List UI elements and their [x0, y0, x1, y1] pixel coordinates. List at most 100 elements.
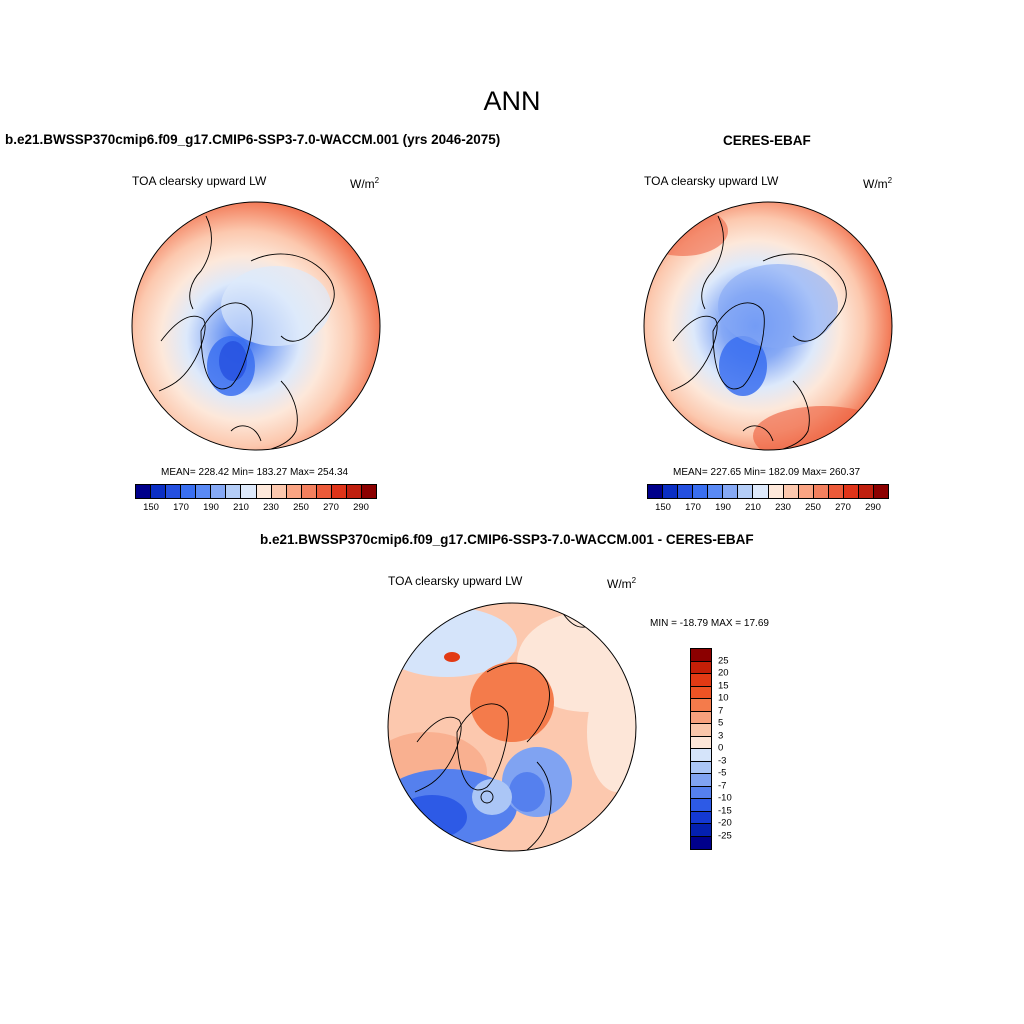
colorbar-tick-label: 10	[718, 692, 729, 704]
diff-variable-label: TOA clearsky upward LW	[388, 574, 523, 588]
colorbar-tick-label: -3	[718, 755, 727, 766]
colorbar-swatch	[693, 485, 709, 498]
colorbar-swatch	[691, 761, 711, 774]
colorbar-swatch	[783, 485, 799, 498]
colorbar-tick-label: 250	[293, 502, 309, 513]
colorbar-tick-label: 270	[835, 502, 851, 513]
colorbar-swatch	[181, 485, 197, 498]
colorbar-swatch	[663, 485, 679, 498]
colorbar-tick-label: 210	[233, 502, 249, 513]
colorbar-swatch	[691, 799, 711, 812]
colorbar-swatch	[691, 811, 711, 824]
colorbar-swatch	[286, 485, 302, 498]
colorbar-swatch	[828, 485, 844, 498]
model-stats: MEAN= 228.42 Min= 183.27 Max= 254.34	[161, 467, 349, 478]
diff-stats: MIN = -18.79 MAX = 17.69	[650, 618, 769, 629]
diff-colorbar-ticks: 25 20 15 10 7 5 3 0 -3 -5 -7 -10 -15 -20 -25	[718, 648, 748, 878]
diff-polar-map	[387, 602, 637, 852]
colorbar-tick-label: 3	[718, 730, 724, 741]
diff-panel-title: b.e21.BWSSP370cmip6.f09_g17.CMIP6-SSP3-7…	[260, 532, 754, 547]
colorbar-swatch	[843, 485, 859, 498]
colorbar-tick-label: 7	[718, 705, 724, 716]
colorbar-tick-label: 290	[353, 502, 369, 513]
colorbar-swatch	[753, 485, 769, 498]
colorbar-tick-label: 5	[718, 717, 724, 729]
colorbar-tick-label: 190	[203, 502, 219, 513]
colorbar-swatch	[241, 485, 257, 498]
obs-polar-map	[643, 201, 893, 451]
colorbar-swatch	[316, 485, 332, 498]
colorbar-swatch	[768, 485, 784, 498]
colorbar-swatch	[256, 485, 272, 498]
colorbar-swatch	[858, 485, 874, 498]
colorbar-swatch	[136, 485, 152, 498]
colorbar-swatch	[151, 485, 167, 498]
colorbar-tick-label: -5	[718, 767, 727, 779]
colorbar-swatch	[226, 485, 242, 498]
obs-colorbar	[647, 484, 889, 499]
model-colorbar-ticks: 150 170 190 210 230 250 270 290	[136, 502, 376, 514]
colorbar-swatch	[346, 485, 362, 498]
colorbar-tick-label: 250	[805, 502, 821, 513]
colorbar-swatch	[331, 485, 347, 498]
model-units-label: W/m2	[350, 176, 380, 191]
colorbar-swatch	[813, 485, 829, 498]
colorbar-tick-label: 270	[323, 502, 339, 513]
colorbar-swatch	[798, 485, 814, 498]
colorbar-swatch	[691, 736, 711, 749]
obs-stats: MEAN= 227.65 Min= 182.09 Max= 260.37	[673, 467, 861, 478]
colorbar-tick-label: -25	[718, 830, 732, 841]
colorbar-swatch	[708, 485, 724, 498]
obs-colorbar-ticks: 150 170 190 210 230 250 270 290	[648, 502, 888, 514]
obs-variable-label: TOA clearsky upward LW	[644, 174, 779, 188]
model-colorbar	[135, 484, 377, 499]
colorbar-swatch	[738, 485, 754, 498]
colorbar-swatch	[873, 485, 888, 498]
colorbar-swatch	[361, 485, 376, 498]
colorbar-tick-label: -20	[718, 817, 732, 829]
colorbar-swatch	[271, 485, 287, 498]
colorbar-tick-label: 25	[718, 655, 729, 666]
colorbar-tick-label: -15	[718, 805, 732, 816]
colorbar-swatch	[691, 724, 711, 737]
diff-colorbar	[690, 648, 712, 850]
main-title: ANN	[483, 86, 541, 116]
colorbar-swatch	[166, 485, 182, 498]
diff-units-label: W/m2	[607, 576, 637, 591]
colorbar-tick-label: 230	[775, 502, 791, 513]
colorbar-tick-label: 170	[173, 502, 189, 513]
colorbar-swatch	[691, 686, 711, 699]
colorbar-tick-label: -7	[718, 780, 727, 791]
obs-units-label: W/m2	[863, 176, 893, 191]
colorbar-swatch	[691, 749, 711, 762]
colorbar-swatch	[648, 485, 664, 498]
colorbar-tick-label: 0	[718, 742, 724, 754]
colorbar-swatch	[691, 774, 711, 787]
colorbar-tick-label: 290	[865, 502, 881, 513]
colorbar-swatch	[678, 485, 694, 498]
colorbar-tick-label: 15	[718, 680, 729, 691]
colorbar-swatch	[691, 824, 711, 837]
colorbar-tick-label: 150	[655, 502, 671, 513]
colorbar-tick-label: 20	[718, 667, 729, 679]
colorbar-swatch	[691, 661, 711, 674]
colorbar-swatch	[723, 485, 739, 498]
colorbar-swatch	[691, 711, 711, 724]
model-panel-title: b.e21.BWSSP370cmip6.f09_g17.CMIP6-SSP3-7…	[5, 132, 501, 147]
colorbar-tick-label: 150	[143, 502, 159, 513]
model-variable-label: TOA clearsky upward LW	[132, 174, 267, 188]
colorbar-swatch	[691, 649, 711, 662]
colorbar-swatch	[196, 485, 212, 498]
colorbar-tick-label: 230	[263, 502, 279, 513]
colorbar-swatch	[301, 485, 317, 498]
colorbar-tick-label: -10	[718, 792, 732, 804]
colorbar-tick-label: 170	[685, 502, 701, 513]
colorbar-swatch	[691, 674, 711, 687]
colorbar-tick-label: 190	[715, 502, 731, 513]
colorbar-swatch	[691, 786, 711, 799]
model-polar-map	[131, 201, 381, 451]
colorbar-swatch	[691, 699, 711, 712]
colorbar-swatch	[691, 836, 711, 849]
obs-panel-title: CERES-EBAF	[723, 133, 811, 148]
colorbar-tick-label: 210	[745, 502, 761, 513]
